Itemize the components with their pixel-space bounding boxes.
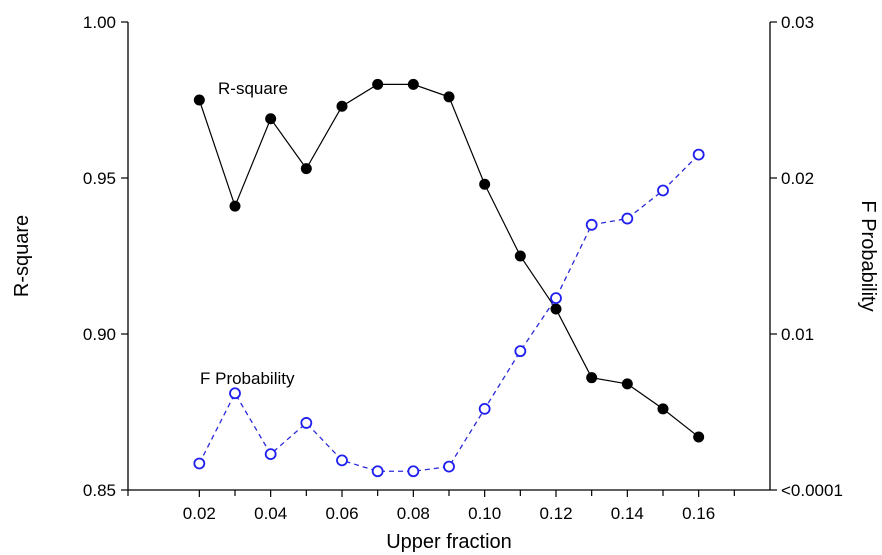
f-probability-point (301, 418, 311, 428)
x-tick-label: 0.14 (611, 504, 644, 523)
x-tick-label: 0.06 (325, 504, 358, 523)
f-probability-series-label: F Probability (200, 369, 295, 388)
right-y-ticks: <0.0001 0.01 0.02 0.03 (770, 13, 843, 500)
r-square-point (266, 114, 276, 124)
f-probability-point (444, 462, 454, 472)
x-axis-title: Upper fraction (386, 531, 512, 553)
f-probability-point (480, 404, 490, 414)
r-square-point (373, 79, 383, 89)
r-square-point (622, 379, 632, 389)
f-probability-point (373, 466, 383, 476)
f-probability-point (694, 150, 704, 160)
x-tick-label: 0.16 (682, 504, 715, 523)
r-square-point (301, 164, 311, 174)
x-tick-label: 0.02 (183, 504, 216, 523)
right-y-tick-label: 0.01 (781, 325, 814, 344)
r-square-point (587, 373, 597, 383)
left-y-tick-label: 0.90 (83, 325, 116, 344)
f-probability-point (266, 449, 276, 459)
x-tick-label: 0.04 (254, 504, 287, 523)
r-square-series-label: R-square (218, 79, 288, 98)
r-square-point (551, 304, 561, 314)
r-square-point (194, 95, 204, 105)
x-tick-label: 0.08 (397, 504, 430, 523)
f-probability-point (515, 346, 525, 356)
f-probability-point (658, 185, 668, 195)
series-lines (199, 84, 698, 471)
r-square-point (658, 404, 668, 414)
left-y-tick-label: 0.95 (83, 169, 116, 188)
f-probability-point (194, 458, 204, 468)
x-tick-label: 0.10 (468, 504, 501, 523)
r-square-point (694, 432, 704, 442)
r-square-point (444, 92, 454, 102)
r-square-point (480, 179, 490, 189)
f-probability-point (587, 220, 597, 230)
f-probability-point (230, 388, 240, 398)
y-axis-title-right: F Probability (857, 200, 879, 311)
f-probability-point (551, 293, 561, 303)
right-y-tick-label: 0.02 (781, 169, 814, 188)
r-square-point (337, 101, 347, 111)
right-y-tick-label: 0.03 (781, 13, 814, 32)
y-axis-title-left: R-square (11, 215, 33, 297)
left-y-tick-label: 1.00 (83, 13, 116, 32)
left-y-ticks: 0.85 0.90 0.95 1.00 (83, 13, 128, 500)
r-square-point (408, 79, 418, 89)
series-points (194, 79, 703, 476)
f-probability-point (337, 455, 347, 465)
f-probability-point (622, 214, 632, 224)
r-square-point (230, 201, 240, 211)
f-probability-point (408, 466, 418, 476)
left-y-tick-label: 0.85 (83, 481, 116, 500)
x-ticks: 0.02 0.04 0.06 0.08 0.10 0.12 0.14 0.16 (128, 490, 734, 523)
f-probability-line (199, 155, 698, 472)
right-y-tick-label: <0.0001 (781, 481, 843, 500)
x-tick-label: 0.12 (539, 504, 572, 523)
r-square-point (515, 251, 525, 261)
